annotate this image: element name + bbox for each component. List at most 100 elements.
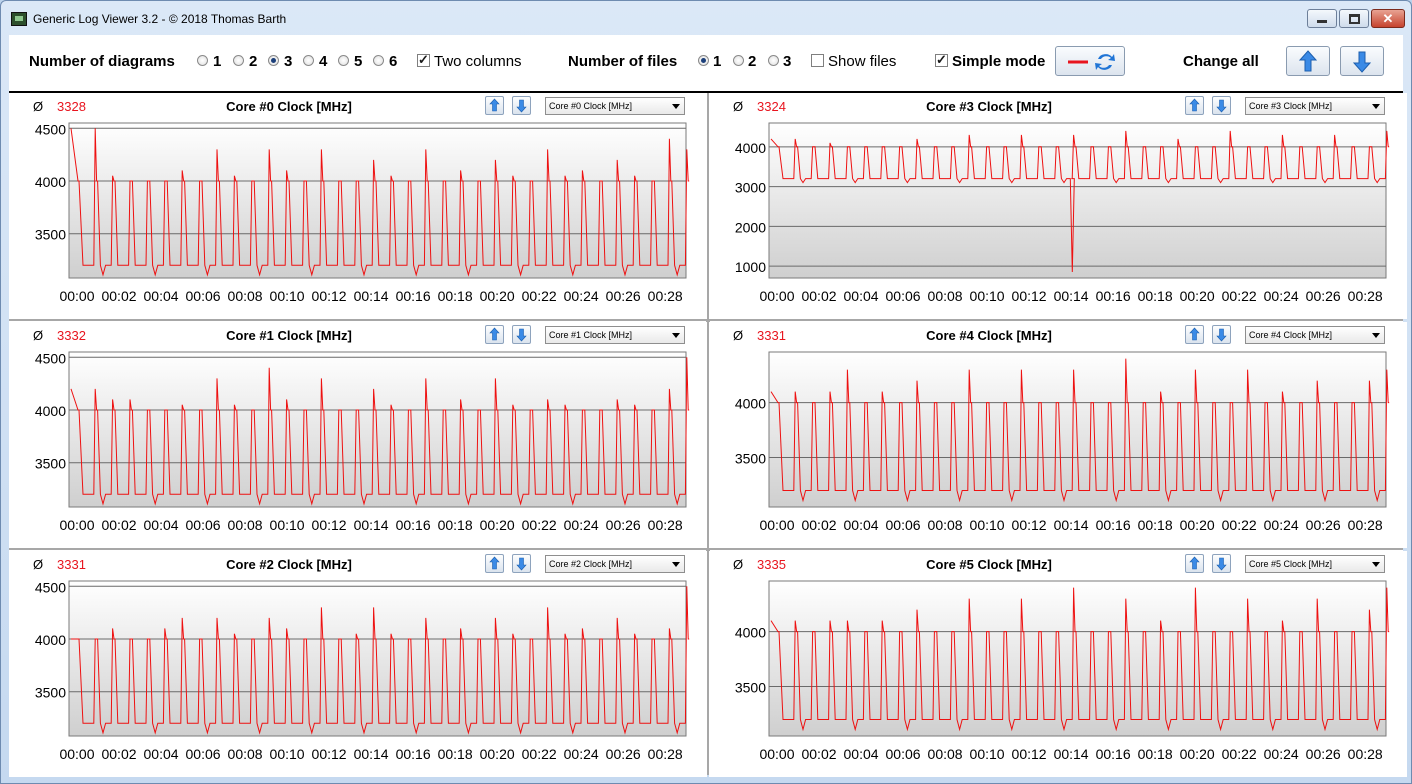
x-tick-label: 00:00 (59, 517, 94, 533)
chart-title: Core #4 Clock [MHz] (926, 328, 1052, 343)
diagrams-radio-6[interactable] (373, 55, 384, 66)
series-selector[interactable]: Core #1 Clock [MHz] (545, 326, 685, 344)
arrow-down-icon (516, 328, 527, 342)
move-up-button[interactable] (485, 554, 504, 573)
two-columns-checkbox[interactable] (417, 52, 430, 68)
move-down-button[interactable] (512, 325, 531, 344)
change-all-down-button[interactable] (1340, 46, 1384, 76)
files-radio-2[interactable] (733, 55, 744, 66)
plot-area (68, 580, 687, 737)
client-area: Number of diagrams 1 2 3 4 5 6 Two colum… (9, 35, 1407, 777)
x-tick-label: 00:20 (480, 517, 515, 533)
x-tick-label: 00:00 (759, 288, 794, 304)
x-tick-label: 00:04 (844, 288, 879, 304)
diagrams-radio-5[interactable] (338, 55, 349, 66)
chevron-down-icon (1372, 562, 1380, 567)
simple-mode-checkbox[interactable] (935, 52, 948, 68)
average-symbol: Ø (33, 328, 44, 343)
files-radio-2-label[interactable]: 2 (748, 53, 757, 70)
arrow-up-icon (1189, 556, 1200, 570)
x-tick-label: 00:28 (1348, 746, 1383, 762)
x-tick-label: 00:18 (438, 288, 473, 304)
close-button[interactable]: ✕ (1371, 9, 1405, 28)
series-selector[interactable]: Core #3 Clock [MHz] (1245, 97, 1385, 115)
diagrams-radio-5-label[interactable]: 5 (354, 53, 363, 70)
x-tick-label: 00:16 (396, 746, 431, 762)
files-radio-1[interactable] (698, 55, 709, 66)
title-bar[interactable]: Generic Log Viewer 3.2 - © 2018 Thomas B… (1, 1, 1411, 35)
average-symbol: Ø (733, 328, 744, 343)
move-up-button[interactable] (485, 96, 504, 115)
files-radio-1-label[interactable]: 1 (713, 53, 722, 70)
diagrams-radio-4-label[interactable]: 4 (319, 53, 328, 70)
y-tick-label: 4000 (735, 396, 766, 412)
x-tick-label: 00:24 (564, 288, 599, 304)
x-tick-label: 00:18 (438, 517, 473, 533)
x-tick-label: 00:26 (1306, 288, 1341, 304)
x-tick-label: 00:06 (186, 288, 221, 304)
files-radio-3-label[interactable]: 3 (783, 53, 792, 70)
diagrams-radio-1-label[interactable]: 1 (213, 53, 222, 70)
diagrams-radio-2[interactable] (233, 55, 244, 66)
x-tick-label: 00:02 (101, 288, 136, 304)
average-value: 3332 (57, 328, 86, 343)
move-up-button[interactable] (1185, 96, 1204, 115)
diagrams-radio-1[interactable] (197, 55, 208, 66)
diagrams-radio-6-label[interactable]: 6 (389, 53, 398, 70)
move-down-button[interactable] (512, 96, 531, 115)
x-tick-label: 00:26 (606, 746, 641, 762)
plot-area (68, 351, 687, 508)
x-tick-label: 00:22 (1222, 746, 1257, 762)
chart-svg: 3500 4000 4500 00:00 00:02 00:04 00:06 00:08 00:… (35, 121, 690, 304)
y-tick-label: 3500 (35, 227, 66, 243)
series-selector[interactable]: Core #0 Clock [MHz] (545, 97, 685, 115)
x-tick-label: 00:08 (928, 517, 963, 533)
y-tick-label: 3000 (735, 180, 766, 196)
x-tick-label: 00:28 (648, 288, 683, 304)
series-color-button[interactable] (1055, 46, 1125, 76)
two-columns-label[interactable]: Two columns (434, 53, 522, 70)
plot-area (768, 351, 1387, 508)
column-separator[interactable] (706, 93, 710, 775)
diagrams-radio-4[interactable] (303, 55, 314, 66)
move-down-button[interactable] (512, 554, 531, 573)
arrow-down-icon (1352, 51, 1372, 73)
x-tick-label: 00:00 (59, 288, 94, 304)
y-tick-label: 4500 (35, 121, 66, 137)
y-tick-label: 3500 (735, 680, 766, 696)
show-files-label[interactable]: Show files (828, 53, 897, 70)
move-up-button[interactable] (485, 325, 504, 344)
maximize-button[interactable] (1339, 9, 1369, 28)
move-up-button[interactable] (1185, 554, 1204, 573)
window-title: Generic Log Viewer 3.2 - © 2018 Thomas B… (33, 12, 287, 26)
move-up-button[interactable] (1185, 325, 1204, 344)
change-all-up-button[interactable] (1286, 46, 1330, 76)
series-selector[interactable]: Core #5 Clock [MHz] (1245, 555, 1385, 573)
arrow-down-icon (1216, 328, 1227, 342)
move-down-button[interactable] (1212, 96, 1231, 115)
average-value: 3335 (757, 557, 786, 572)
series-line (770, 130, 1390, 273)
minimize-button[interactable] (1307, 9, 1337, 28)
x-tick-label: 00:10 (970, 288, 1005, 304)
chart-svg: 3500 4000 00:00 00:02 00:04 00:06 00:08 00:10 00… (735, 580, 1390, 762)
series-selector[interactable]: Core #4 Clock [MHz] (1245, 326, 1385, 344)
move-down-button[interactable] (1212, 554, 1231, 573)
move-down-button[interactable] (1212, 325, 1231, 344)
chart-title: Core #0 Clock [MHz] (226, 99, 352, 114)
chart-panel-1: 3500 4000 4500 00:00 00:02 00:04 00:06 00:08 00:… (9, 322, 707, 548)
x-tick-label: 00:20 (1180, 288, 1215, 304)
show-files-checkbox[interactable] (811, 54, 824, 67)
arrow-down-icon (516, 99, 527, 113)
diagrams-radio-2-label[interactable]: 2 (249, 53, 258, 70)
num-diagrams-label: Number of diagrams (29, 53, 175, 70)
x-tick-label: 00:02 (101, 746, 136, 762)
diagrams-radio-3[interactable] (268, 55, 279, 66)
series-selector[interactable]: Core #2 Clock [MHz] (545, 555, 685, 573)
average-symbol: Ø (733, 557, 744, 572)
files-radio-3[interactable] (768, 55, 779, 66)
diagrams-radio-3-label[interactable]: 3 (284, 53, 293, 70)
simple-mode-label[interactable]: Simple mode (952, 53, 1046, 70)
y-tick-label: 4000 (735, 625, 766, 641)
x-tick-label: 00:02 (101, 517, 136, 533)
